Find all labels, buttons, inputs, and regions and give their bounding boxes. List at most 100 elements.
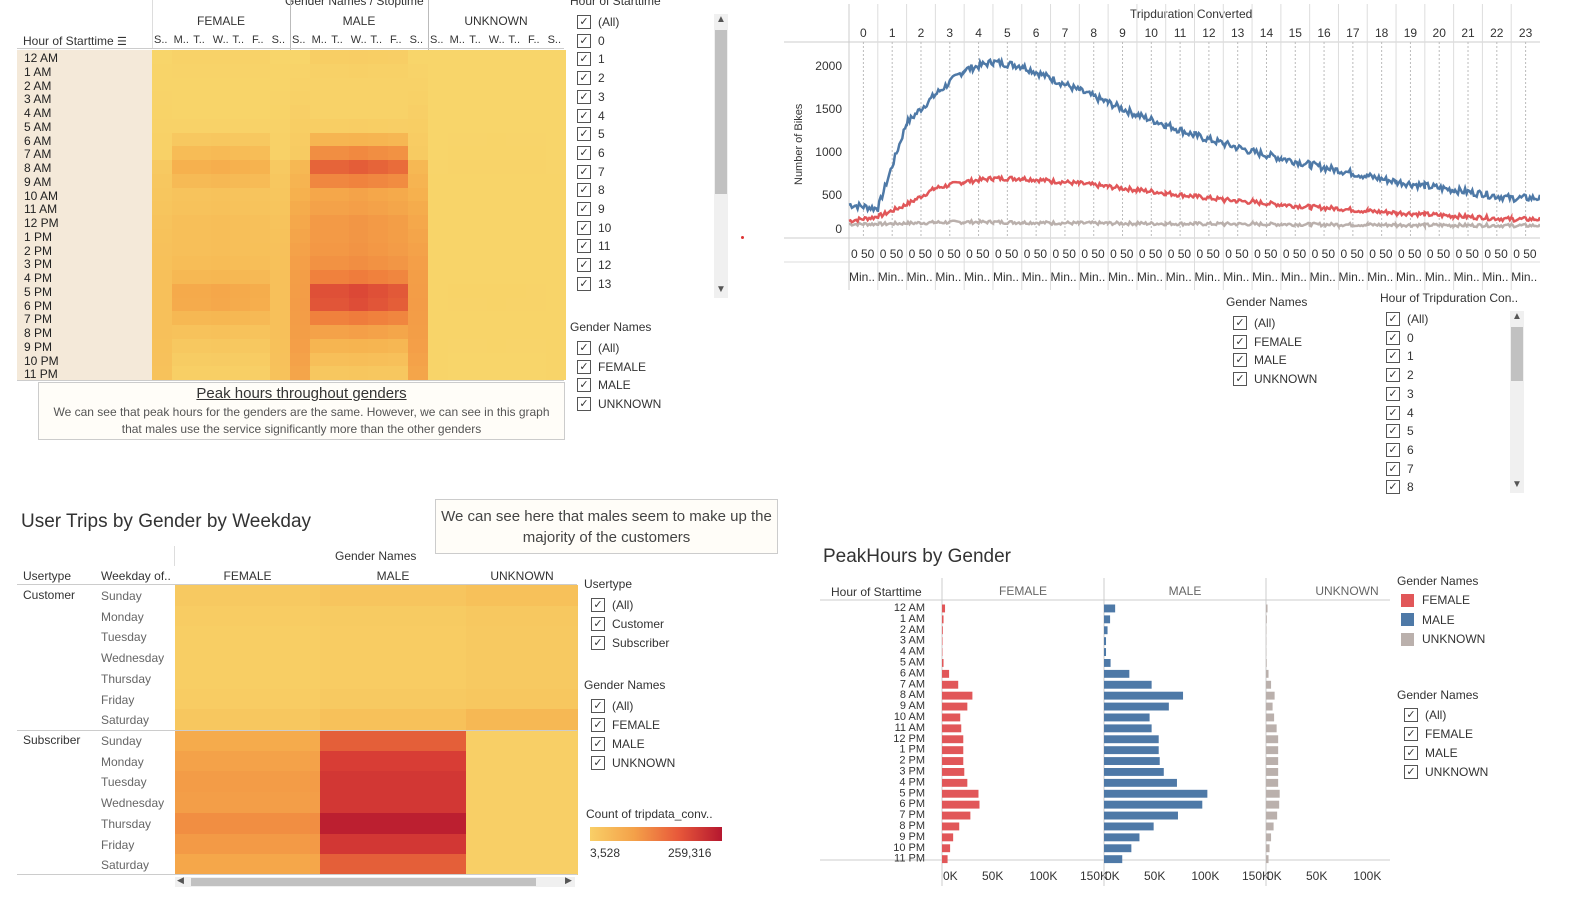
weekday-heatmap-cell[interactable]	[320, 626, 466, 648]
heatmap-cell[interactable]	[447, 160, 468, 174]
checkbox-icon[interactable]: ✓	[591, 617, 605, 631]
heatmap-cell[interactable]	[250, 173, 270, 188]
bar-female[interactable]	[942, 626, 943, 635]
heatmap-cell[interactable]	[545, 325, 566, 339]
checkbox-icon[interactable]: ✓	[1233, 316, 1247, 330]
heatmap-cell[interactable]	[171, 256, 192, 271]
filter-checkbox-item[interactable]: ✓ 8	[577, 183, 605, 198]
heatmap-cell[interactable]	[447, 146, 468, 161]
filter-checkbox-item[interactable]: ✓ 2	[1386, 368, 1414, 383]
heatmap-cell[interactable]	[210, 201, 231, 216]
heatmap-cell[interactable]	[447, 270, 468, 284]
heatmap-cell[interactable]	[191, 201, 212, 216]
checkbox-icon[interactable]: ✓	[591, 756, 605, 770]
heatmap-cell[interactable]	[230, 270, 251, 284]
heatmap-cell[interactable]	[368, 283, 389, 298]
filter-checkbox-item[interactable]: ✓ 1	[1386, 349, 1414, 364]
heatmap-cell[interactable]	[388, 173, 408, 188]
weekday-heatmap-cell[interactable]	[175, 709, 320, 731]
heatmap-cell[interactable]	[388, 201, 408, 216]
heatmap-cell[interactable]	[407, 325, 428, 339]
heatmap-cell[interactable]	[309, 160, 330, 174]
heatmap-cell[interactable]	[230, 311, 251, 326]
heatmap-cell[interactable]	[407, 311, 428, 326]
weekday-heatmap-grid[interactable]	[175, 585, 578, 876]
heatmap-cell[interactable]	[191, 242, 212, 257]
checkbox-icon[interactable]: ✓	[577, 359, 591, 374]
checkbox-icon[interactable]: ✓	[1386, 330, 1400, 345]
heatmap-cell[interactable]	[368, 63, 389, 78]
heatmap-cell[interactable]	[447, 352, 468, 367]
heatmap-cell[interactable]	[269, 105, 290, 119]
heatmap-cell[interactable]	[250, 325, 270, 339]
heatmap-cell[interactable]	[348, 173, 369, 188]
weekday-heatmap-cell[interactable]	[466, 792, 578, 814]
weekday-heatmap-cell[interactable]	[175, 833, 320, 855]
heatmap-cell[interactable]	[230, 242, 251, 257]
bar-male[interactable]	[1104, 778, 1177, 787]
heatmap-cell[interactable]	[506, 187, 527, 202]
checkbox-icon[interactable]: ✓	[577, 127, 591, 142]
heatmap-cell[interactable]	[407, 215, 428, 229]
heatmap-cell[interactable]	[428, 270, 448, 284]
filter-checkbox-item[interactable]: ✓ (All)	[1233, 316, 1275, 330]
heatmap-cell[interactable]	[269, 228, 290, 243]
checkbox-icon[interactable]: ✓	[577, 202, 591, 216]
heatmap-cell[interactable]	[152, 366, 172, 381]
heatmap-cell[interactable]	[210, 352, 231, 367]
heatmap-cell[interactable]	[269, 325, 290, 339]
heatmap-cell[interactable]	[368, 187, 389, 202]
bar-female[interactable]	[942, 669, 950, 678]
heatmap-cell[interactable]	[152, 338, 172, 353]
heatmap-cell[interactable]	[388, 187, 408, 202]
heatmap-cell[interactable]	[210, 118, 231, 133]
heatmap-cell[interactable]	[467, 201, 488, 216]
heatmap-cell[interactable]	[447, 228, 468, 243]
bar-unknown[interactable]	[1266, 855, 1269, 864]
heatmap-cell[interactable]	[210, 160, 231, 174]
heatmap-cell[interactable]	[486, 311, 507, 326]
filter-checkbox-item[interactable]: ✓ MALE	[1233, 353, 1287, 368]
heatmap-cell[interactable]	[526, 338, 546, 353]
bar-female[interactable]	[942, 659, 944, 667]
weekday-heatmap-cell[interactable]	[175, 585, 320, 606]
heatmap-cell[interactable]	[447, 256, 468, 271]
heatmap-cell[interactable]	[191, 105, 212, 119]
heatmap-cell[interactable]	[368, 325, 389, 339]
heatmap-cell[interactable]	[407, 118, 428, 133]
heatmap-cell[interactable]	[545, 77, 566, 92]
checkbox-icon[interactable]: ✓	[591, 636, 605, 650]
heatmap-cell[interactable]	[545, 311, 566, 326]
heatmap-cell[interactable]	[250, 366, 270, 381]
heatmap-cell[interactable]	[210, 187, 231, 202]
heatmap-cell[interactable]	[309, 77, 330, 92]
heatmap-cell[interactable]	[309, 297, 330, 312]
heatmap-cell[interactable]	[388, 297, 408, 312]
heatmap-cell[interactable]	[152, 105, 172, 119]
weekday-heatmap-cell[interactable]	[320, 585, 466, 606]
heatmap-cell[interactable]	[545, 228, 566, 243]
bar-male[interactable]	[1104, 724, 1152, 733]
heatmap-cell[interactable]	[290, 105, 310, 119]
bar-unknown[interactable]	[1266, 615, 1267, 624]
heatmap-cell[interactable]	[230, 105, 251, 119]
heatmap-cell[interactable]	[230, 228, 251, 243]
bar-male[interactable]	[1104, 757, 1160, 765]
heatmap-cell[interactable]	[309, 325, 330, 339]
heatmap-cell[interactable]	[269, 201, 290, 216]
weekday-heatmap-cell[interactable]	[175, 750, 320, 772]
heatmap-cell[interactable]	[230, 352, 251, 367]
peakhours-bar-chart[interactable]: FEMALE 0K 50K 100K 150K MALE 0K 50K 100K 150K UNKN…	[815, 578, 1390, 886]
heatmap-cell[interactable]	[269, 118, 290, 133]
heatmap-cell[interactable]	[467, 311, 488, 326]
heatmap-cell[interactable]	[486, 215, 507, 229]
weekday-heatmap-cell[interactable]	[175, 854, 320, 876]
heatmap-cell[interactable]	[506, 201, 527, 216]
heatmap-cell[interactable]	[348, 77, 369, 92]
heatmap-cell[interactable]	[526, 77, 546, 92]
checkbox-icon[interactable]: ✓	[577, 378, 591, 393]
heatmap-cell[interactable]	[447, 50, 468, 64]
heatmap-cell[interactable]	[290, 118, 310, 133]
heatmap-cell[interactable]	[269, 160, 290, 174]
heatmap-cell[interactable]	[191, 228, 212, 243]
